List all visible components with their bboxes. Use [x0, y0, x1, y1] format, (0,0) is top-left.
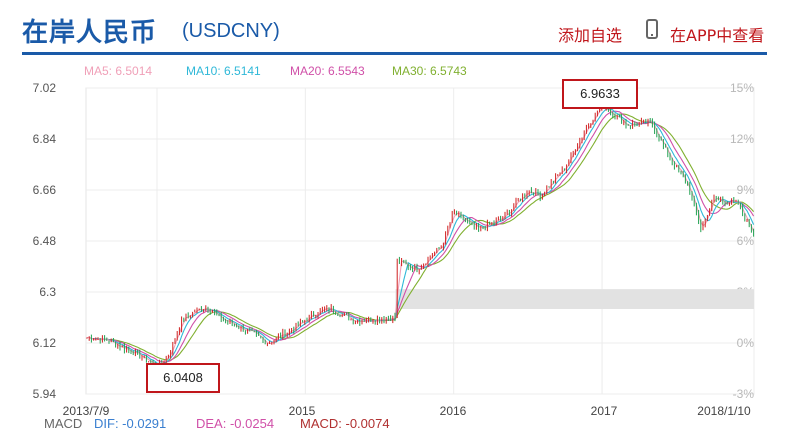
- y-right-tick-label: 12%: [730, 132, 754, 146]
- ma5-readout: MA5: 6.5014: [84, 64, 153, 78]
- x-tick-label: 2015: [289, 404, 316, 418]
- phone-icon: [646, 19, 658, 39]
- x-tick-label: 2017: [591, 404, 618, 418]
- symbol-code: (USDCNY): [182, 20, 280, 42]
- open-in-app-label: 在APP中查看: [670, 26, 765, 45]
- macd-label: MACD: [44, 416, 83, 431]
- y-right-tick-label: -3%: [733, 387, 755, 401]
- ma-line-5: [87, 106, 755, 366]
- y-tick-label: 6.12: [33, 336, 57, 350]
- x-tick-label: 2013/7/9: [63, 404, 110, 418]
- ma-line-30: [87, 113, 755, 361]
- ma-line-10: [87, 108, 755, 364]
- high-annotation: 6.9633: [562, 79, 638, 109]
- y-tick-label: 6.3: [39, 285, 56, 299]
- x-tick-label: 2016: [440, 404, 467, 418]
- y-tick-label: 6.48: [33, 234, 57, 248]
- add-watchlist-button[interactable]: 添加自选: [558, 26, 623, 45]
- y-tick-label: 7.02: [33, 81, 57, 95]
- reference-band: [395, 289, 754, 309]
- ma30-readout: MA30: 6.5743: [392, 64, 467, 78]
- y-tick-label: 6.84: [33, 132, 57, 146]
- macd-value: MACD: -0.0074: [300, 416, 390, 431]
- header-divider: [22, 52, 767, 55]
- x-tick-label: 2018/1/10: [697, 404, 751, 418]
- macd-dea: DEA: -0.0254: [196, 416, 275, 431]
- ma10-readout: MA10: 6.5141: [186, 64, 261, 78]
- y-right-tick-label: 0%: [737, 336, 755, 350]
- y-tick-label: 6.66: [33, 183, 57, 197]
- page-title: 在岸人民币: [22, 18, 158, 48]
- low-annotation: 6.0408: [146, 363, 220, 393]
- macd-dif: DIF: -0.0291: [94, 416, 167, 431]
- ma20-readout: MA20: 6.5543: [290, 64, 365, 78]
- y-right-tick-label: 15%: [730, 81, 754, 95]
- y-right-tick-label: 6%: [737, 234, 755, 248]
- y-right-tick-label: 9%: [737, 183, 755, 197]
- header: 在岸人民币 (USDCNY) 添加自选 在APP中查看: [0, 0, 786, 56]
- y-tick-label: 5.94: [33, 387, 57, 401]
